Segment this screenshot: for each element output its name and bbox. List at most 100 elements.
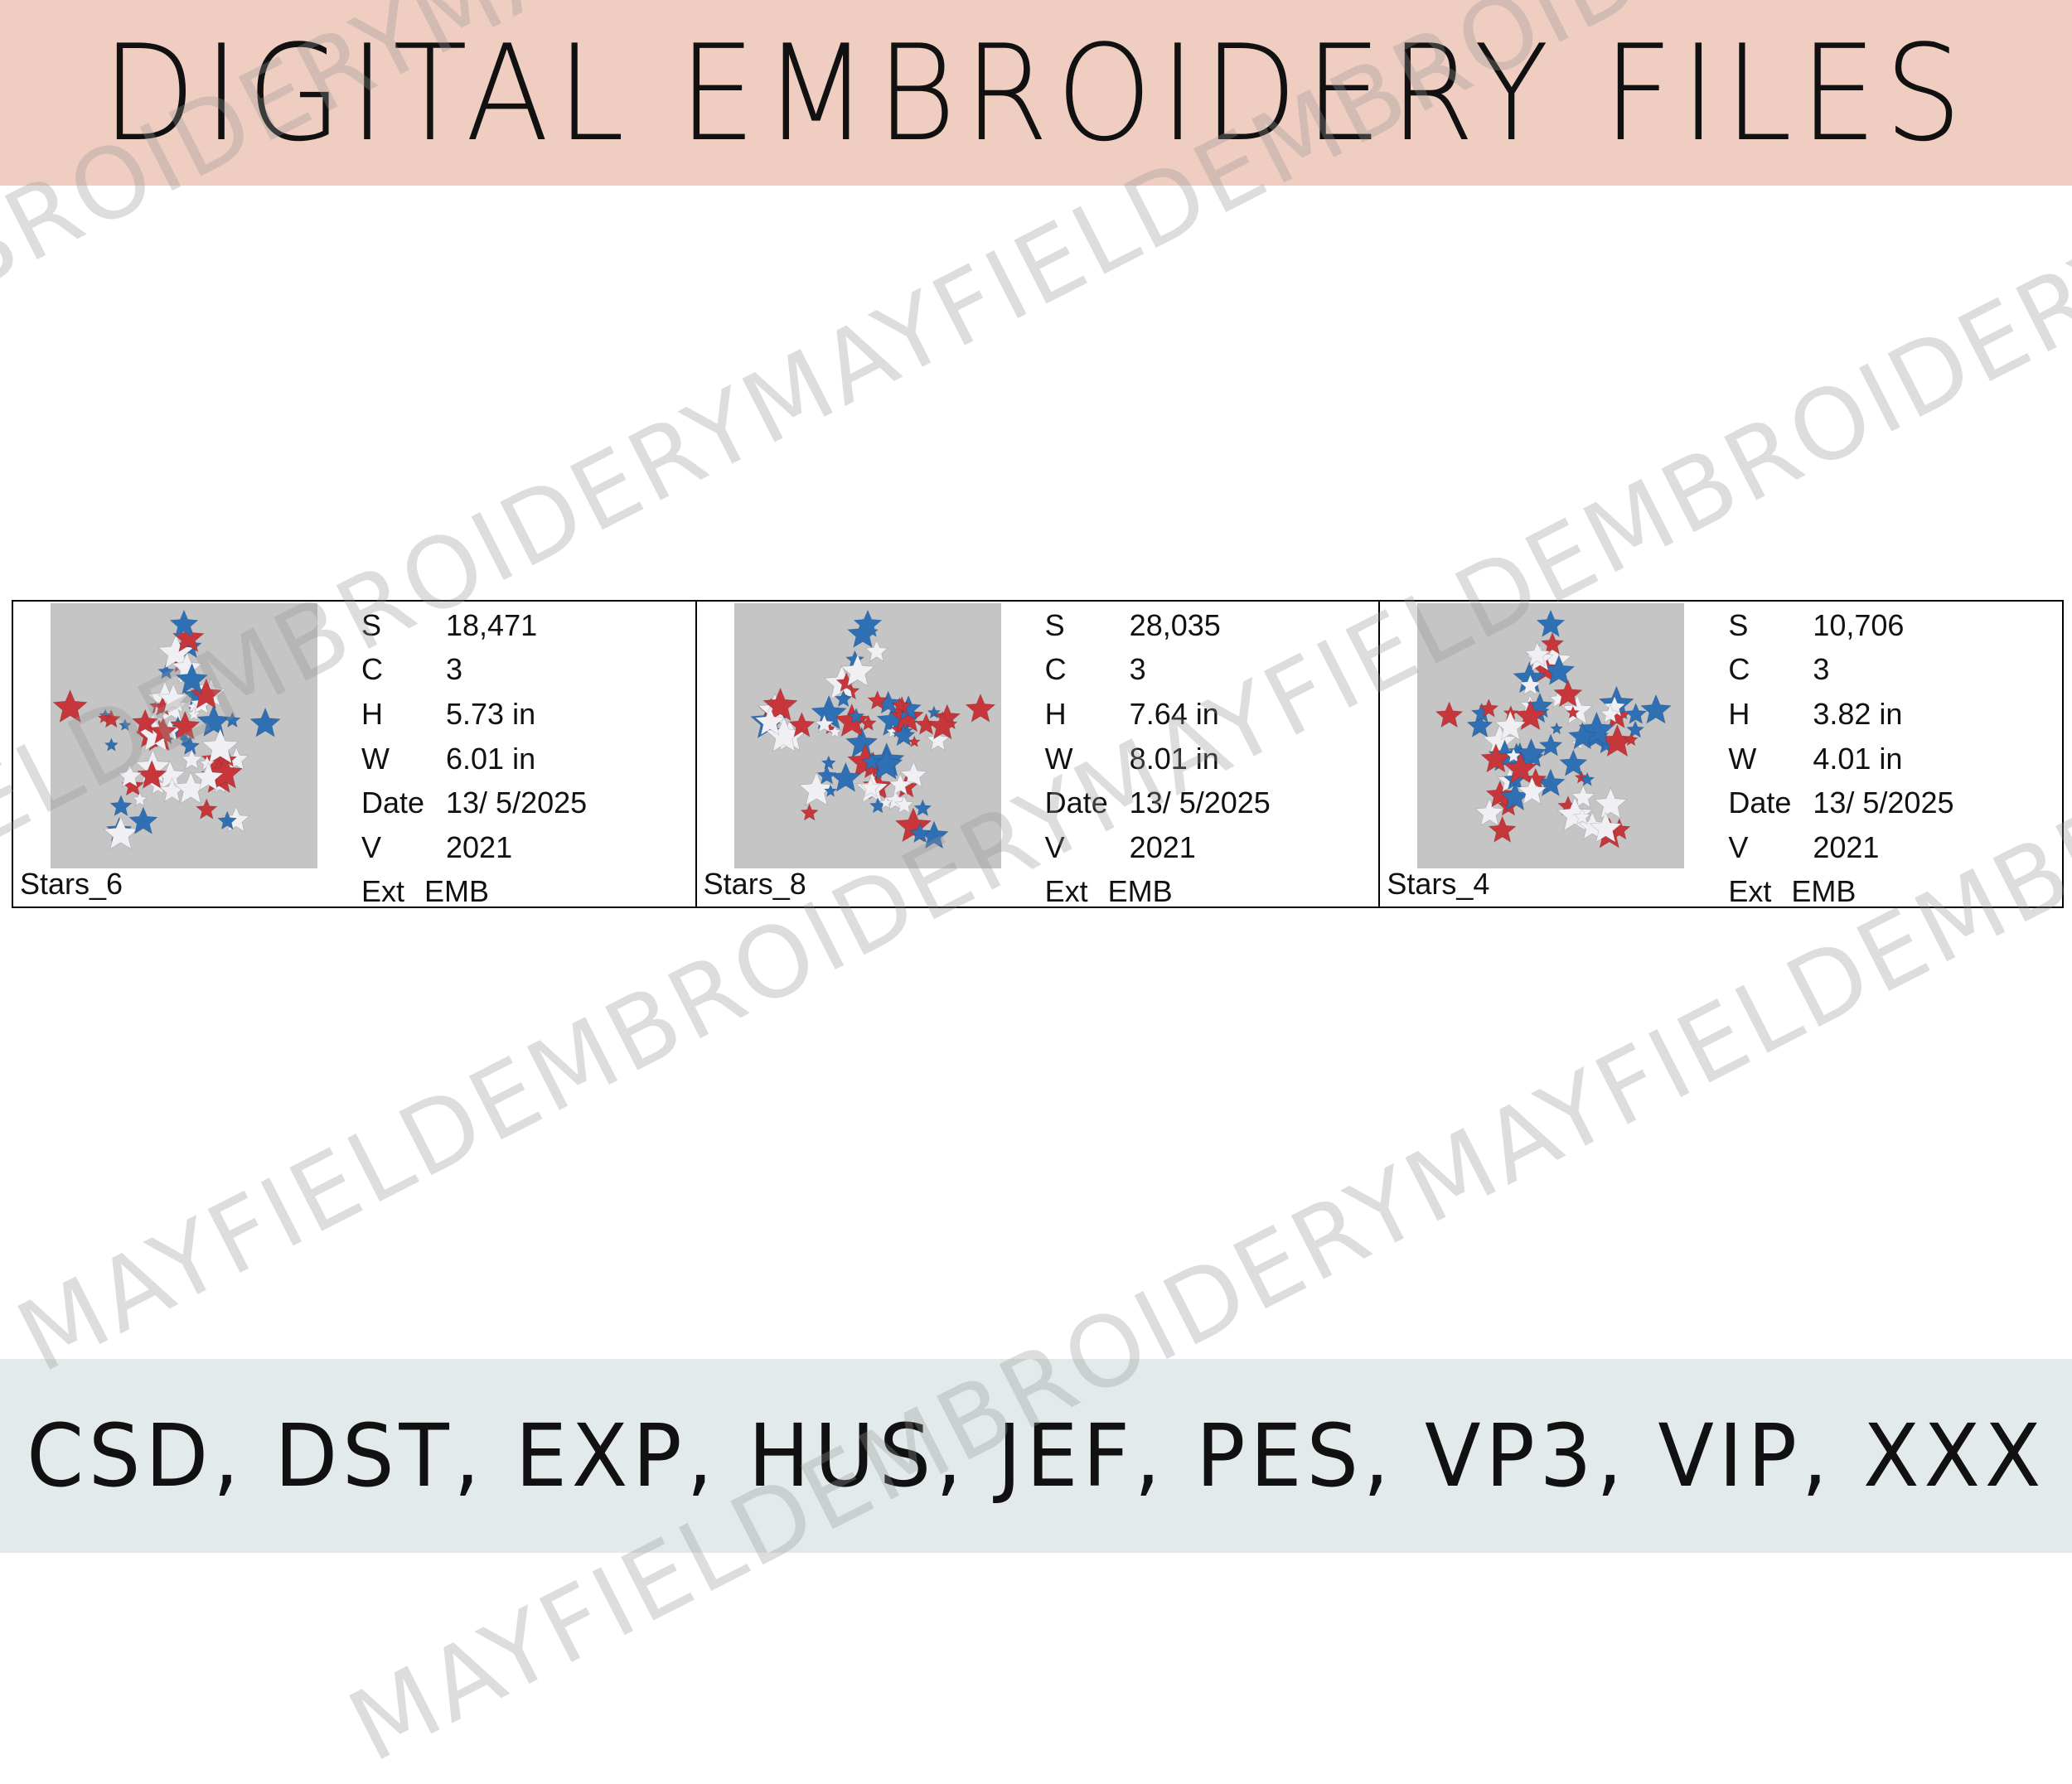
stat-value: 10,706: [1813, 607, 1905, 642]
stat-key: C: [1728, 652, 1750, 687]
header-banner: DIGITAL EMBROIDERY FILES: [0, 0, 2072, 186]
star-design-icon: [52, 610, 282, 850]
stat-value: 3.82 in: [1813, 696, 1903, 731]
stat-key: W: [1044, 741, 1073, 776]
embroidery-star-shape: [753, 706, 786, 736]
stat-row: Ext EMB: [361, 870, 587, 915]
embroidery-star-shape: [1559, 749, 1589, 777]
embroidery-star-shape: [224, 711, 241, 728]
stat-row: Ext EMB: [1045, 870, 1271, 915]
embroidery-star-shape: [840, 653, 875, 687]
embroidery-star-shape: [861, 752, 882, 771]
embroidery-star-shape: [1494, 710, 1527, 741]
embroidery-star-shape: [814, 713, 835, 733]
embroidery-star-shape: [834, 689, 853, 708]
embroidery-star-shape: [798, 771, 835, 806]
embroidery-star-shape: [888, 772, 913, 795]
embroidery-star-shape: [157, 662, 176, 679]
embroidery-star-shape: [1550, 721, 1564, 735]
embroidery-star-shape: [132, 791, 148, 807]
embroidery-star-shape: [195, 798, 218, 820]
embroidery-star-shape: [1567, 721, 1598, 750]
embroidery-star-shape: [1466, 712, 1493, 738]
stat-row: V 2021: [1045, 825, 1271, 870]
embroidery-star-shape: [148, 717, 177, 745]
star-design-icon: [1435, 610, 1673, 848]
embroidery-star-shape: [1566, 705, 1581, 719]
embroidery-star-shape: [190, 678, 223, 709]
design-file-name: Stars_4: [1387, 867, 1490, 901]
embroidery-star-shape: [927, 710, 958, 740]
stat-value: 3: [446, 652, 463, 687]
embroidery-star-shape: [1516, 737, 1547, 768]
stat-key: V: [1728, 829, 1749, 864]
embroidery-star-shape: [1624, 702, 1648, 725]
embroidery-star-shape: [878, 795, 893, 810]
stat-row: V 2021: [361, 825, 587, 870]
embroidery-star-shape: [169, 610, 199, 637]
stat-row: Ext EMB: [1728, 870, 1953, 915]
embroidery-star-shape: [908, 735, 921, 748]
embroidery-star-shape: [1571, 784, 1596, 809]
embroidery-star-shape: [847, 707, 865, 724]
embroidery-star-shape: [1485, 780, 1515, 808]
embroidery-star-shape: [823, 783, 838, 797]
embroidery-star-shape: [103, 815, 138, 850]
stat-value: 2021: [1813, 829, 1880, 864]
stat-row: Date 13/ 5/2025: [1728, 781, 1953, 825]
stat-row: H 3.82 in: [1728, 692, 1953, 737]
embroidery-star-shape: [1640, 694, 1673, 724]
embroidery-star-shape: [180, 736, 201, 756]
embroidery-star-shape: [1573, 807, 1592, 825]
stat-value: 2021: [446, 829, 513, 864]
embroidery-star-shape: [1480, 742, 1513, 773]
stat-key: Ext: [361, 874, 405, 909]
stat-value: 3: [1129, 652, 1146, 687]
stat-row: S 18,471: [361, 603, 587, 648]
embroidery-star-shape: [1589, 811, 1623, 844]
embroidery-star-shape: [1519, 674, 1542, 695]
embroidery-star-shape: [1580, 771, 1595, 786]
embroidery-star-shape: [821, 755, 836, 771]
stat-key: Ext: [1044, 874, 1088, 909]
design-thumbnail: [1417, 603, 1685, 868]
stat-row: S 10,706: [1728, 603, 1953, 648]
stat-value: 13/ 5/2025: [1813, 786, 1954, 820]
embroidery-star-shape: [908, 822, 931, 844]
stat-row: V 2021: [1728, 825, 1953, 870]
page-title: DIGITAL EMBROIDERY FILES: [102, 15, 1970, 171]
stat-value: 2021: [1129, 829, 1196, 864]
embroidery-star-shape: [1538, 733, 1564, 757]
stat-row: H 7.64 in: [1045, 692, 1271, 737]
embroidery-star-shape: [866, 689, 888, 710]
embroidery-star-shape: [196, 703, 231, 737]
embroidery-star-shape: [859, 714, 877, 732]
stat-value: 3: [1813, 652, 1830, 687]
embroidery-star-shape: [97, 711, 111, 724]
embroidery-star-shape: [104, 737, 119, 752]
embroidery-star-shape: [829, 761, 862, 792]
stat-value: 6.01 in: [446, 741, 536, 776]
stat-row: Date 13/ 5/2025: [1045, 781, 1271, 825]
embroidery-star-shape: [169, 710, 201, 740]
stat-key: S: [361, 607, 382, 642]
embroidery-star-shape: [787, 711, 816, 737]
embroidery-star-shape: [157, 683, 190, 713]
design-file-name: Stars_6: [20, 867, 123, 901]
embroidery-star-shape: [207, 755, 244, 790]
embroidery-star-shape: [117, 763, 143, 788]
stat-value: 28,035: [1129, 607, 1221, 642]
stat-value: 4.01 in: [1813, 741, 1903, 776]
embroidery-star-shape: [1503, 752, 1538, 784]
embroidery-star-shape: [913, 713, 938, 735]
embroidery-star-shape: [827, 724, 842, 738]
embroidery-star-shape: [180, 748, 203, 770]
stat-key: C: [1044, 652, 1067, 687]
stat-key: W: [361, 741, 390, 776]
